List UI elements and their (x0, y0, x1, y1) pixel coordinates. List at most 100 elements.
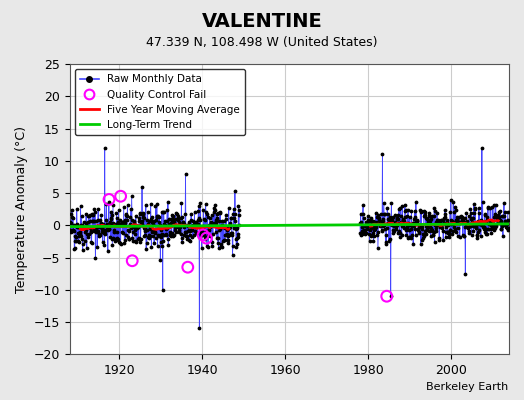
Point (439, 217, 447, 224)
Point (385, 216, 394, 222)
Point (89, 218, 97, 224)
Point (203, 211, 211, 217)
Point (359, 214, 368, 221)
Point (70, 228, 78, 234)
Point (460, 233, 468, 240)
Point (481, 228, 489, 235)
Point (410, 216, 418, 223)
Point (504, 217, 512, 224)
Point (405, 227, 413, 233)
Point (431, 208, 439, 214)
Point (390, 223, 398, 229)
Point (165, 216, 173, 222)
Point (161, 218, 169, 224)
Point (356, 230, 365, 236)
Point (483, 216, 492, 223)
Point (168, 218, 177, 224)
Point (107, 214, 115, 221)
Point (503, 221, 511, 227)
Point (384, 211, 392, 218)
Point (130, 223, 139, 230)
Point (167, 233, 175, 239)
Point (465, 230, 474, 236)
Point (380, 211, 388, 217)
Point (497, 223, 506, 230)
Point (79, 225, 88, 231)
Point (383, 293, 391, 300)
Point (374, 212, 382, 218)
Point (82, 211, 90, 218)
Point (136, 211, 144, 218)
Point (181, 211, 189, 217)
Point (101, 145, 109, 151)
Point (395, 227, 403, 234)
Point (223, 237, 232, 243)
Point (403, 223, 411, 229)
Point (427, 216, 435, 222)
Point (453, 214, 461, 220)
Point (457, 214, 466, 220)
Point (397, 220, 405, 226)
Point (81, 229, 90, 235)
Point (157, 234, 165, 240)
Point (215, 227, 223, 233)
Point (89, 225, 97, 231)
Point (145, 234, 154, 241)
Point (100, 226, 108, 233)
Point (384, 216, 392, 222)
Point (93, 224, 102, 230)
Point (490, 202, 498, 208)
Point (97, 223, 105, 229)
Point (74, 239, 83, 245)
Point (402, 226, 410, 233)
Point (160, 232, 169, 238)
Point (161, 232, 170, 238)
Point (121, 217, 129, 223)
Point (378, 151, 387, 158)
Point (96, 220, 105, 226)
Point (199, 224, 207, 230)
Point (467, 210, 475, 216)
Point (70, 246, 79, 252)
Point (472, 225, 481, 231)
Point (171, 224, 179, 230)
Point (223, 225, 232, 232)
Point (199, 223, 208, 229)
Point (212, 220, 221, 226)
Point (106, 209, 115, 216)
Point (499, 213, 508, 219)
Point (156, 232, 164, 238)
Point (415, 228, 423, 235)
Point (481, 212, 489, 218)
Point (474, 217, 483, 224)
Point (444, 230, 452, 236)
Point (126, 221, 135, 228)
Point (446, 226, 455, 233)
Point (127, 205, 135, 212)
Point (484, 204, 492, 210)
Point (397, 218, 406, 225)
Point (220, 218, 228, 224)
Point (126, 214, 135, 220)
Point (433, 217, 442, 224)
Point (211, 229, 220, 236)
Point (107, 216, 115, 222)
Point (377, 227, 386, 234)
Point (177, 200, 185, 206)
Point (201, 201, 210, 208)
Point (370, 219, 379, 225)
Point (368, 218, 377, 225)
Text: VALENTINE: VALENTINE (202, 12, 322, 31)
Point (462, 219, 470, 226)
Point (195, 217, 204, 224)
Point (150, 229, 159, 236)
Point (361, 223, 369, 229)
Point (395, 220, 403, 226)
Point (204, 244, 212, 250)
Point (98, 225, 106, 231)
Point (206, 224, 215, 230)
Point (100, 230, 108, 236)
Point (377, 220, 386, 227)
Point (204, 224, 213, 230)
Point (397, 213, 405, 219)
